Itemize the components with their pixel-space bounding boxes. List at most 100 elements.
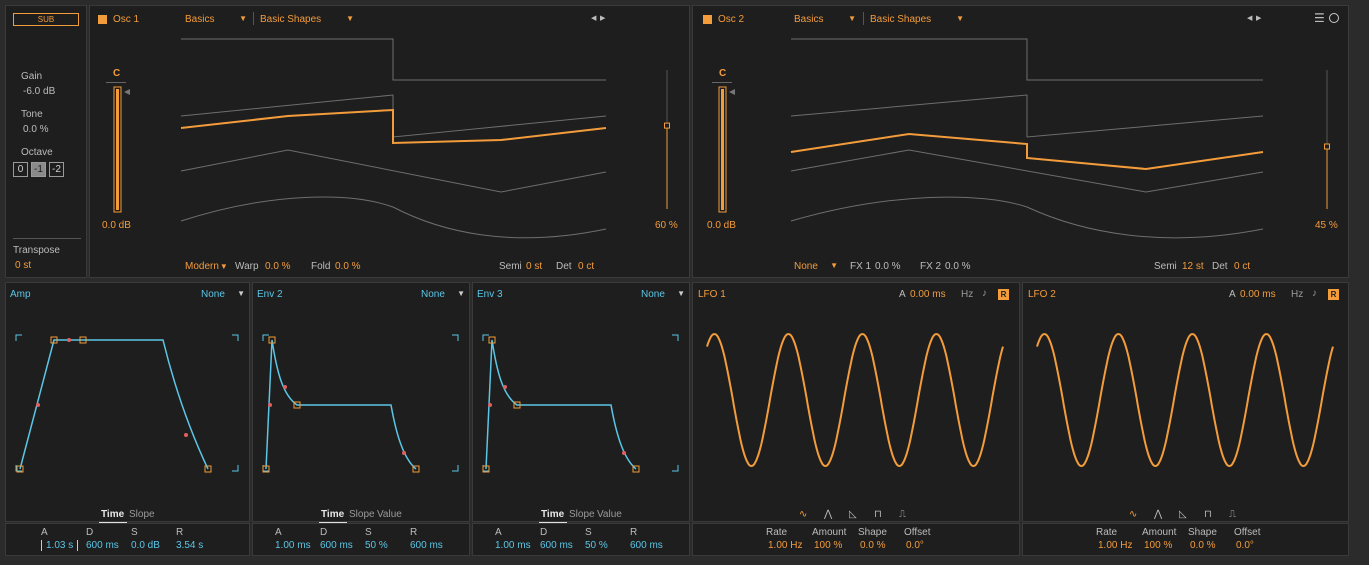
attack-value[interactable]: 1.00 ms bbox=[275, 540, 311, 551]
fold-label: Fold bbox=[311, 261, 331, 272]
release-label: R bbox=[630, 527, 638, 538]
preset-prev-icon[interactable]: ◀ bbox=[1247, 15, 1253, 22]
env3-graph[interactable] bbox=[473, 283, 691, 493]
offset-value[interactable]: 0.0° bbox=[1236, 540, 1254, 551]
amp-env-mod-dropdown[interactable]: None ▼ bbox=[201, 289, 245, 300]
tab-value[interactable]: Value bbox=[597, 509, 622, 520]
shape-label: Shape bbox=[1188, 527, 1217, 538]
osc2-fx-mode-dropdown[interactable]: None ▼ bbox=[794, 261, 838, 272]
lfo1-attack-value[interactable]: 0.00 ms bbox=[910, 289, 946, 300]
gain-value[interactable]: -6.0 dB bbox=[23, 86, 56, 97]
saw-shape-icon[interactable]: ◺ bbox=[849, 509, 857, 520]
transpose-label: Transpose bbox=[13, 245, 60, 256]
osc1-preset-dropdown[interactable]: Basic Shapes ▼ bbox=[260, 14, 354, 25]
transpose-value[interactable]: 0 st bbox=[15, 260, 32, 271]
lfo1-retrigger-button[interactable]: R bbox=[998, 289, 1009, 300]
octave-minus1-button[interactable]: -1 bbox=[31, 162, 46, 177]
tab-time[interactable]: Time bbox=[321, 509, 345, 520]
triangle-shape-icon[interactable]: ⋀ bbox=[824, 509, 833, 520]
lfo2-unit-hz[interactable]: Hz bbox=[1291, 289, 1304, 300]
tab-value[interactable]: Value bbox=[377, 509, 402, 520]
release-value[interactable]: 600 ms bbox=[410, 540, 443, 551]
sustain-value[interactable]: 0.0 dB bbox=[131, 540, 160, 551]
lfo2-retrigger-button[interactable]: R bbox=[1328, 289, 1339, 300]
random-shape-icon[interactable]: ⎍ bbox=[1229, 509, 1236, 520]
sub-toggle-button[interactable]: SUB bbox=[13, 13, 79, 26]
tab-slope[interactable]: Slope bbox=[349, 509, 375, 520]
osc2-level-slider[interactable] bbox=[713, 86, 743, 216]
fx1-value[interactable]: 0.0 % bbox=[875, 261, 901, 272]
tone-value[interactable]: 0.0 % bbox=[23, 124, 49, 135]
decay-value[interactable]: 600 ms bbox=[540, 540, 573, 551]
octave-0-button[interactable]: 0 bbox=[13, 162, 28, 177]
osc1-mix-value[interactable]: 60 % bbox=[655, 220, 678, 231]
tab-time[interactable]: Time bbox=[541, 509, 565, 520]
square-shape-icon[interactable]: ⊓ bbox=[874, 509, 882, 520]
osc2-category-dropdown[interactable]: Basics ▼ bbox=[794, 14, 856, 25]
shape-value[interactable]: 0.0 % bbox=[1190, 540, 1216, 551]
lfo1-unit-hz[interactable]: Hz bbox=[961, 289, 974, 300]
det-value[interactable]: 0 ct bbox=[1234, 261, 1251, 272]
fold-value[interactable]: 0.0 % bbox=[335, 261, 361, 272]
semi-value[interactable]: 0 st bbox=[526, 261, 543, 272]
rate-value[interactable]: 1.00 Hz bbox=[768, 540, 803, 551]
lfo1-panel: LFO 1 A 0.00 ms Hz ♪ R ∿ ⋀ ◺ ⊓ ⎍ bbox=[692, 282, 1020, 522]
osc2-preset-dropdown[interactable]: Basic Shapes ▼ bbox=[870, 14, 964, 25]
saw-shape-icon[interactable]: ◺ bbox=[1179, 509, 1187, 520]
offset-value[interactable]: 0.0° bbox=[906, 540, 924, 551]
osc2-mix-slider[interactable] bbox=[1324, 69, 1334, 211]
note-sync-icon[interactable]: ♪ bbox=[982, 288, 987, 299]
sine-shape-icon[interactable]: ∿ bbox=[799, 509, 808, 520]
random-shape-icon[interactable]: ⎍ bbox=[899, 509, 906, 520]
amp-env-graph[interactable] bbox=[6, 283, 251, 493]
octave-minus2-button[interactable]: -2 bbox=[49, 162, 64, 177]
semi-value[interactable]: 12 st bbox=[1182, 261, 1204, 272]
det-label: Det bbox=[556, 261, 572, 272]
sustain-value[interactable]: 50 % bbox=[585, 540, 608, 551]
env3-title: Env 3 bbox=[477, 289, 503, 300]
tab-time[interactable]: Time bbox=[101, 509, 125, 520]
osc1-note-label: C bbox=[113, 68, 121, 79]
sine-shape-icon[interactable]: ∿ bbox=[1129, 509, 1138, 520]
decay-value[interactable]: 600 ms bbox=[320, 540, 353, 551]
amount-value[interactable]: 100 % bbox=[814, 540, 843, 551]
fx-mode-label: None bbox=[794, 261, 818, 272]
tab-slope[interactable]: Slope bbox=[569, 509, 595, 520]
decay-value[interactable]: 600 ms bbox=[86, 540, 119, 551]
release-value[interactable]: 3.54 s bbox=[176, 540, 204, 551]
lfo2-attack-value[interactable]: 0.00 ms bbox=[1240, 289, 1276, 300]
osc1-mix-slider[interactable] bbox=[664, 69, 674, 211]
note-sync-icon[interactable]: ♪ bbox=[1312, 288, 1317, 299]
release-value[interactable]: 600 ms bbox=[630, 540, 663, 551]
env2-graph[interactable] bbox=[253, 283, 471, 493]
osc2-level-value[interactable]: 0.0 dB bbox=[707, 220, 736, 231]
osc2-enable-toggle[interactable] bbox=[703, 15, 712, 24]
circle-icon[interactable] bbox=[1329, 13, 1339, 23]
osc1-category-dropdown[interactable]: Basics ▼ bbox=[185, 14, 247, 25]
preset-next-icon[interactable]: ▶ bbox=[1256, 15, 1262, 22]
osc1-level-slider[interactable] bbox=[108, 86, 138, 216]
warp-value[interactable]: 0.0 % bbox=[265, 261, 291, 272]
attack-value[interactable]: 1.03 s bbox=[41, 540, 79, 551]
square-shape-icon[interactable]: ⊓ bbox=[1204, 509, 1212, 520]
osc1-warp-mode-dropdown[interactable]: Modern▼ bbox=[185, 261, 228, 272]
osc2-waveform-display bbox=[790, 38, 1264, 239]
env3-mod-dropdown[interactable]: None ▼ bbox=[641, 289, 685, 300]
amount-value[interactable]: 100 % bbox=[1144, 540, 1173, 551]
rate-value[interactable]: 1.00 Hz bbox=[1098, 540, 1133, 551]
osc2-mix-value[interactable]: 45 % bbox=[1315, 220, 1338, 231]
osc2-note-label: C bbox=[719, 68, 727, 79]
sustain-value[interactable]: 50 % bbox=[365, 540, 388, 551]
fx2-value[interactable]: 0.0 % bbox=[945, 261, 971, 272]
preset-next-icon[interactable]: ▶ bbox=[600, 15, 606, 22]
triangle-shape-icon[interactable]: ⋀ bbox=[1154, 509, 1163, 520]
osc1-enable-toggle[interactable] bbox=[98, 15, 107, 24]
attack-value[interactable]: 1.00 ms bbox=[495, 540, 531, 551]
env2-mod-dropdown[interactable]: None ▼ bbox=[421, 289, 465, 300]
det-value[interactable]: 0 ct bbox=[578, 261, 595, 272]
shape-value[interactable]: 0.0 % bbox=[860, 540, 886, 551]
menu-icon[interactable]: ☰ bbox=[1314, 11, 1325, 25]
osc1-level-value[interactable]: 0.0 dB bbox=[102, 220, 131, 231]
tab-slope[interactable]: Slope bbox=[129, 509, 155, 520]
preset-prev-icon[interactable]: ◀ bbox=[591, 15, 597, 22]
